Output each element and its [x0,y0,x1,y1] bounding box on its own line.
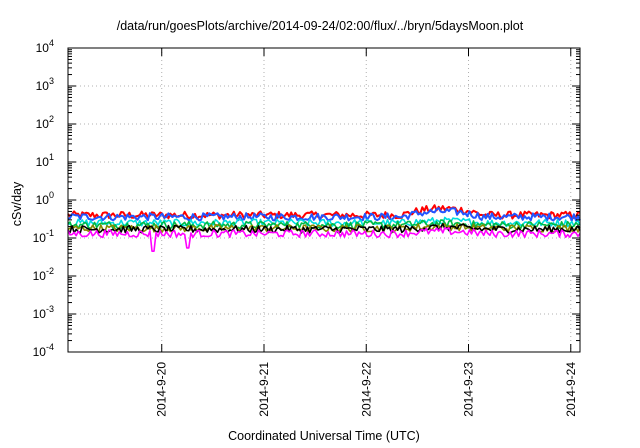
y-tick-label: 101 [36,152,54,169]
x-tick-label: 2014-9-21 [257,362,271,417]
chart-title: /data/run/goesPlots/archive/2014-09-24/0… [116,19,524,33]
grid-lines [68,48,580,352]
y-tick-label: 10-3 [33,304,54,321]
y-axis-label-text: cSv/day [10,181,24,227]
y-tick-label: 104 [36,38,54,55]
series-line [67,223,581,234]
y-tick-label: 10-2 [33,266,54,283]
y-tick-label: 100 [36,190,54,207]
x-tick-label: 2014-9-22 [359,362,373,417]
axis-ticks [68,47,580,353]
tick-labels: 10-4 10-3 10-2 10-1 100 101 102 103 104 2014-9-20… [33,38,578,417]
series-line [67,216,581,228]
y-tick-label: 102 [36,114,54,131]
series-line [67,227,581,252]
series-line [67,219,581,230]
x-tick-label: 2014-9-20 [155,362,169,417]
y-tick-label: 103 [36,76,54,93]
series-line [67,207,581,222]
y-tick-label: 10-4 [33,342,54,359]
x-tick-label: 2014-9-24 [564,362,578,417]
series-lines [67,204,581,252]
y-tick-label: 10-1 [33,228,54,245]
x-axis-label: Coordinated Universal Time (UTC) [228,429,420,443]
x-tick-label: 2014-9-23 [462,362,476,417]
